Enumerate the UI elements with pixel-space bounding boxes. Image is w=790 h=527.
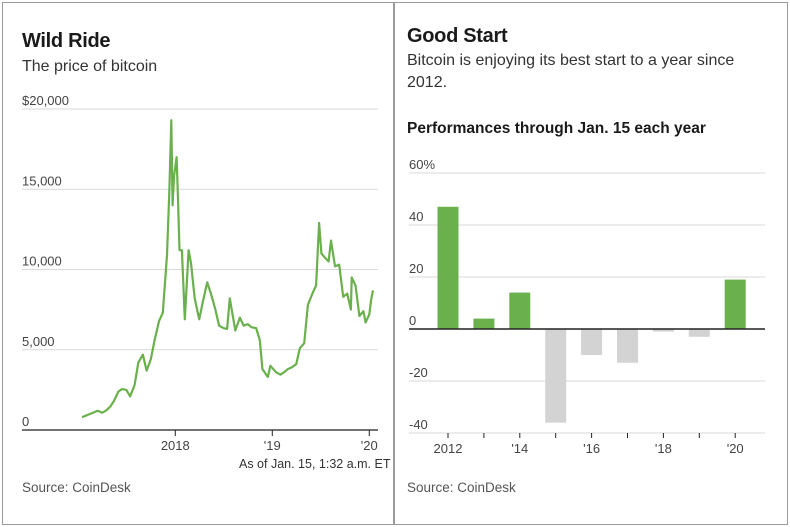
bitcoin-price-line-chart: $20,000 15,000 10,000 5,000 0 2018 '19 '20 <box>22 93 378 453</box>
right-source: Source: CoinDesk <box>407 480 516 495</box>
panel-divider <box>393 2 395 525</box>
y-tick-label: 10,000 <box>22 254 62 269</box>
left-subtitle: The price of bitcoin <box>22 58 158 75</box>
y-tick-label: 0 <box>409 313 416 328</box>
y-tick-label: -40 <box>409 417 428 432</box>
chart-heading: Performances through Jan. 15 each year <box>407 120 706 137</box>
bar-2020 <box>724 279 746 329</box>
bar-2012 <box>437 206 459 329</box>
x-tick-label: '14 <box>511 441 528 456</box>
performance-chart-panel: Good Start Bitcoin is enjoying its best … <box>395 0 790 527</box>
x-tick-label: '16 <box>583 441 600 456</box>
x-tick-label: '19 <box>264 438 281 453</box>
x-tick-label: '18 <box>655 441 672 456</box>
yearly-performance-bar-chart: 60% 40 20 0 -20 -40 2012 '14 '16 '18 '20 <box>409 157 765 456</box>
y-tick-label: -20 <box>409 365 428 380</box>
bar-2014 <box>509 292 531 329</box>
bar-2016 <box>581 329 603 355</box>
left-source: Source: CoinDesk <box>22 480 131 495</box>
price-line <box>81 119 375 419</box>
right-title: Good Start <box>407 25 508 47</box>
bar-2017 <box>617 329 638 363</box>
left-title: Wild Ride <box>22 30 111 52</box>
y-tick-label: 60% <box>409 157 435 172</box>
price-chart-panel: Wild Ride The price of bitcoin $20,000 15… <box>0 0 393 527</box>
x-tick-label: '20 <box>361 438 378 453</box>
x-tick-label: '20 <box>727 441 744 456</box>
y-tick-label: 0 <box>22 414 29 429</box>
x-tick-label: 2018 <box>161 438 190 453</box>
bar-2018 <box>652 329 674 332</box>
bar-2015 <box>545 329 567 423</box>
x-tick-label: 2012 <box>434 441 463 456</box>
right-subtitle: Bitcoin is enjoying its best start to a … <box>407 52 735 91</box>
y-tick-label: 20 <box>409 261 423 276</box>
as-of-note: As of Jan. 15, 1:32 a.m. ET <box>239 457 391 471</box>
y-tick-label: $20,000 <box>22 93 69 108</box>
y-tick-label: 40 <box>409 209 423 224</box>
y-tick-label: 5,000 <box>22 334 55 349</box>
bar-2019 <box>688 329 710 337</box>
y-tick-label: 15,000 <box>22 173 62 188</box>
bar-2013 <box>473 318 495 329</box>
